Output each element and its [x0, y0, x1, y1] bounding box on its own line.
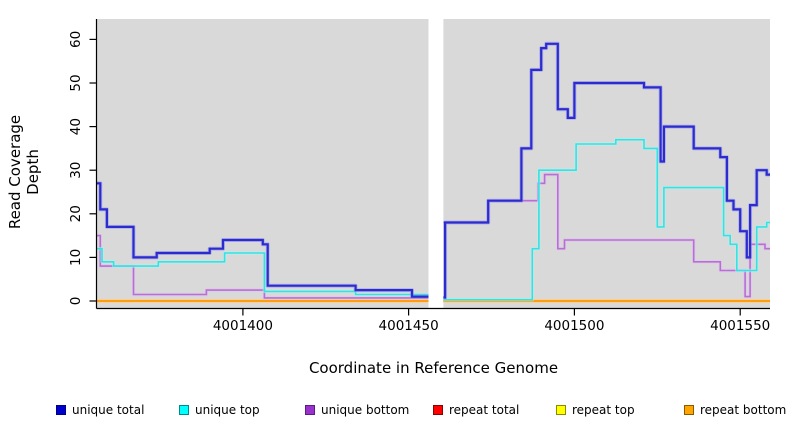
- y-tick-label: 20: [68, 205, 84, 222]
- y-tick-label: 50: [68, 74, 84, 91]
- legend-label: unique bottom: [321, 403, 410, 417]
- x-tick-label: 4001500: [544, 318, 604, 334]
- x-tick-label: 4001450: [379, 318, 439, 334]
- y-tick-label: 40: [68, 118, 84, 135]
- legend-swatch-unique-bottom-icon: [305, 405, 315, 415]
- x-axis-title: Coordinate in Reference Genome: [308, 359, 559, 377]
- legend-item-repeat-bottom: repeat bottom: [684, 402, 786, 418]
- legend-swatch-unique-top-icon: [179, 405, 189, 415]
- legend-item-unique-top: unique top: [179, 402, 260, 418]
- y-tick-label: 10: [68, 249, 84, 266]
- legend-label: repeat top: [572, 403, 635, 417]
- plot-axes: [89, 19, 770, 316]
- y-tick-label: 30: [68, 162, 84, 179]
- plot-series: [97, 41, 770, 303]
- y-axis-title: Read Coverage Depth: [6, 114, 42, 230]
- plot-panels: [97, 19, 770, 309]
- legend-item-repeat-top: repeat top: [556, 402, 635, 418]
- legend-swatch-unique-total-icon: [56, 405, 66, 415]
- legend-item-unique-total: unique total: [56, 402, 144, 418]
- axis-tick-labels: 0 10 20 30 40 50 60 4001400 4001450 4001500 400155…: [68, 31, 770, 334]
- x-tick-label: 4001550: [710, 318, 770, 334]
- legend-label: repeat bottom: [700, 403, 787, 417]
- legend-item-repeat-total: repeat total: [433, 402, 519, 418]
- x-tick-label: 4001400: [213, 318, 273, 334]
- legend-label: unique total: [72, 403, 145, 417]
- series-line-unique-total: [97, 182, 429, 298]
- y-tick-label: 0: [68, 297, 84, 306]
- legend-label: repeat total: [449, 403, 520, 417]
- series-line-unique-total: [443, 42, 770, 299]
- y-tick-label: 60: [68, 31, 84, 48]
- legend-swatch-repeat-total-icon: [433, 405, 443, 415]
- legend-item-unique-bottom: unique bottom: [305, 402, 409, 418]
- legend-swatch-repeat-bottom-icon: [684, 405, 694, 415]
- series-line-unique-top: [97, 247, 429, 296]
- series-line-unique-top: [443, 138, 770, 301]
- legend-label: unique top: [195, 403, 260, 417]
- legend-swatch-repeat-top-icon: [556, 405, 566, 415]
